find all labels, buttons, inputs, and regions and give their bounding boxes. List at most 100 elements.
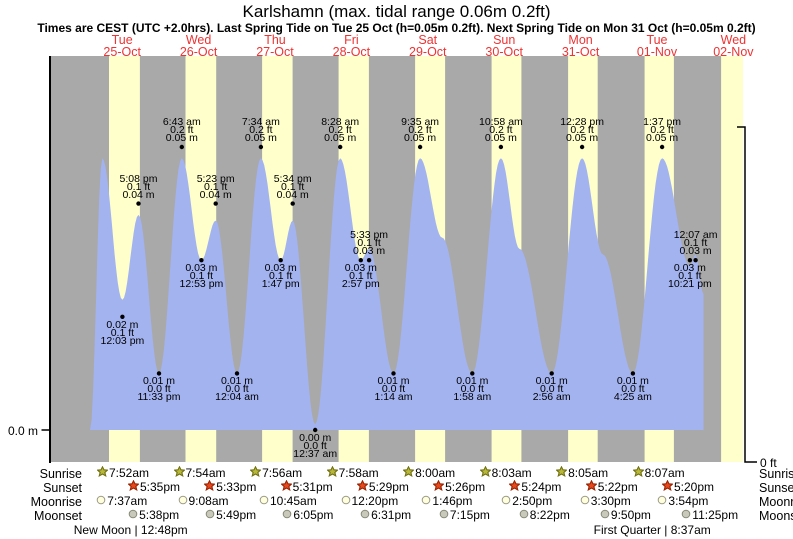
sunrise-time-text: 7:52am	[109, 466, 150, 480]
day-date: 30-Oct	[485, 44, 523, 59]
day-header: Fri 28-Oct	[319, 34, 383, 58]
sunrise-time: 8:00am	[402, 465, 455, 480]
page-title: Karlshamn (max. tidal range 0.06m 0.2ft)	[242, 2, 551, 21]
moonrise-time-text: 7:37am	[107, 494, 148, 508]
tide-label-line: 0.01 m	[142, 375, 176, 388]
tide-label-line: 0.0 ft	[381, 383, 406, 396]
tide-event-dot	[290, 201, 295, 206]
moonrise-time-text: 3:54pm	[668, 494, 709, 508]
moonrise-icon	[580, 494, 591, 508]
day-name: Tue	[646, 33, 668, 47]
tide-label-line: 5:33 pm	[350, 229, 389, 242]
tide-label-line: 0.2 ft	[570, 124, 594, 136]
tide-label-line: 12:03 pm	[100, 334, 145, 347]
tide-event-dot	[120, 314, 125, 319]
tide-label-line: 2:56 am	[532, 391, 571, 404]
sunrise-time-text: 8:03am	[491, 466, 532, 480]
tide-label-line: 1:58 am	[453, 391, 492, 404]
sunrise-row-label-right: Sunrise	[759, 467, 793, 481]
tide-event-dot	[258, 144, 264, 150]
moonrise-time: 1:46pm	[421, 494, 472, 508]
y-axis-label-meters: 0.0 m	[7, 424, 38, 438]
moonset-icon	[282, 508, 293, 522]
moon-phase-label: First Quarter | 8:37am	[593, 523, 711, 537]
low-tide-label: 0.02 m 0.1 ft 12:03 pm	[77, 320, 167, 347]
day-name: Wed	[720, 33, 747, 47]
tide-event-dot	[213, 201, 218, 206]
sunset-time: 5:33pm	[203, 479, 256, 494]
sunset-star-icon	[432, 479, 445, 494]
moonrise-icon	[259, 494, 270, 508]
tide-label-line: 0.0 ft	[460, 383, 484, 396]
tide-label-line: 4:25 am	[613, 391, 652, 404]
moonset-icon	[519, 508, 530, 522]
tide-event-dot	[549, 371, 554, 376]
moonset-time-text: 8:22pm	[529, 508, 570, 522]
tide-label-line: 0.1 ft	[683, 237, 708, 250]
sunset-time-text: 5:26pm	[445, 480, 486, 494]
tide-label-line: 12:28 pm	[560, 116, 604, 128]
moonrise-time: 10:45am	[259, 494, 317, 508]
tide-label-line: 0.05 m	[165, 132, 198, 144]
tide-label-line: 1:47 pm	[261, 278, 300, 291]
tide-label-line: 5:34 pm	[273, 172, 312, 185]
tide-event-dot	[687, 258, 693, 263]
moonset-time: 5:49pm	[205, 508, 257, 522]
tide-label-line: 2:57 pm	[341, 278, 380, 291]
tide-label-line: 0.03 m	[264, 262, 297, 275]
tide-event-dot	[313, 427, 318, 433]
tide-label-line: 10:21 pm	[668, 278, 712, 291]
tide-label-line: 0.01 m	[377, 375, 410, 388]
sunset-time: 5:26pm	[432, 479, 486, 494]
tide-event-dot	[659, 144, 665, 150]
day-date: 25-Oct	[103, 44, 141, 59]
sunset-star-icon	[661, 479, 674, 494]
tide-label-line: 8:28 am	[321, 116, 360, 128]
tide-label-line: 0.04 m	[122, 188, 155, 201]
tide-label-line: 0.1 ft	[357, 237, 381, 250]
day-date: 31-Oct	[561, 44, 600, 59]
day-date: 29-Oct	[409, 44, 447, 59]
tide-label-line: 0.0 ft	[303, 440, 327, 452]
moonset-icon	[600, 508, 611, 522]
tide-label-line: 12:07 am	[673, 229, 718, 242]
tide-label-line: 9:35 am	[401, 116, 440, 128]
tide-event-dot	[417, 144, 423, 150]
moonset-time-text: 6:31pm	[371, 508, 412, 522]
tide-event-dot	[234, 371, 240, 376]
sunset-star-icon	[356, 479, 369, 494]
moonset-time-text: 5:49pm	[216, 508, 257, 522]
moonset-icon	[205, 508, 216, 522]
subtitle: Times are CEST (UTC +2.0hrs). Last Sprin…	[37, 21, 756, 35]
tide-label-line: 0.05 m	[484, 132, 517, 144]
moonrise-icon	[178, 494, 189, 508]
sunrise-time: 7:52am	[96, 465, 150, 480]
day-date: 01-Nov	[636, 44, 678, 59]
tide-label-line: 0.0 ft	[621, 383, 645, 396]
low-tide-label: 0.03 m 0.1 ft 12:53 pm	[156, 262, 246, 290]
low-tide-label: 0.03 m 0.1 ft 1:47 pm	[236, 262, 326, 291]
day-header: Wed 26-Oct	[167, 34, 231, 58]
day-date: 27-Oct	[256, 44, 294, 59]
moonset-row-label-right: Moonset	[759, 509, 793, 523]
moonrise-icon	[341, 494, 352, 508]
day-header: Sat 29-Oct	[396, 34, 460, 59]
tide-label-line: 10:58 am	[479, 116, 523, 128]
moonrise-time: 3:30pm	[580, 494, 631, 508]
tide-label-line: 5:23 pm	[196, 172, 235, 185]
tide-label-line: 1:14 am	[374, 391, 413, 404]
moonrise-icon	[96, 494, 107, 508]
high-tide-label: 5:33 pm 0.1 ft 0.03 m	[324, 229, 414, 258]
sunset-time: 5:31pm	[279, 479, 333, 494]
tide-label-line: 0.03 m	[185, 262, 218, 275]
tide-label-line: 0.01 m	[456, 375, 489, 388]
moonrise-time-text: 12:20pm	[351, 494, 399, 508]
sunset-star-icon	[203, 479, 217, 494]
moonset-icon	[128, 508, 139, 522]
tide-label-line: 0.1 ft	[110, 326, 135, 339]
tide-event-dot	[278, 258, 283, 263]
sunset-row-label-left: Sunset	[43, 481, 82, 495]
tide-label-line: 0.03 m	[353, 245, 386, 258]
sunset-time-text: 5:35pm	[140, 480, 181, 494]
day-name: Mon	[568, 33, 593, 47]
